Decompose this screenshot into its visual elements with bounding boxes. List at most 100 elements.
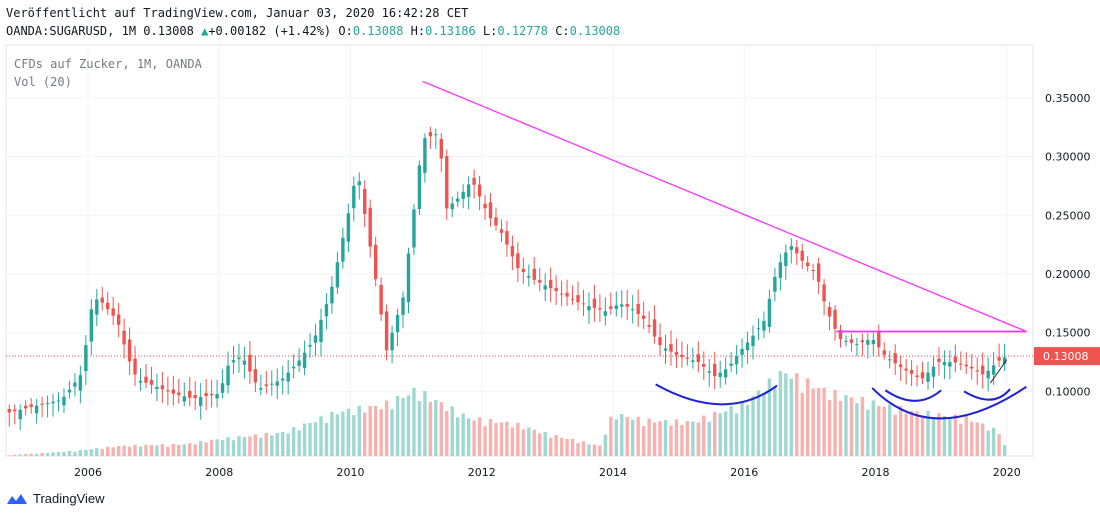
volume-bar	[264, 432, 268, 456]
candle-body	[417, 165, 422, 209]
volume-bar	[702, 415, 706, 456]
volume-bar	[751, 395, 755, 456]
candle-body	[7, 409, 11, 413]
candle-body	[729, 363, 733, 366]
candle-body	[116, 314, 121, 325]
candle-body	[948, 362, 952, 367]
brand-name: TradingView	[33, 491, 105, 506]
candle-body	[658, 337, 662, 346]
candle-body	[209, 393, 214, 396]
candle-body	[696, 354, 701, 363]
candle-body	[909, 369, 914, 374]
candle-body	[18, 409, 22, 420]
volume-bar	[281, 431, 285, 456]
support-arc	[655, 383, 778, 406]
volume-bar	[723, 411, 728, 456]
volume-bar	[138, 446, 143, 456]
volume-bar	[373, 405, 378, 456]
candle-body	[379, 284, 383, 315]
candle-body	[991, 365, 996, 375]
candle-body	[395, 315, 400, 333]
volume-bar	[1002, 445, 1007, 456]
candle-body	[29, 404, 33, 408]
candle-body	[685, 357, 690, 359]
candle-body	[488, 202, 493, 219]
candle-body	[784, 252, 788, 266]
volume-bar	[554, 435, 558, 456]
volume-bar	[155, 445, 159, 456]
volume-bar	[980, 423, 985, 456]
candle-body	[975, 370, 979, 372]
volume-bar	[357, 405, 361, 456]
footer: TradingView	[6, 491, 105, 506]
volume-bar	[559, 437, 564, 456]
grid	[6, 45, 1033, 456]
last-price: 0.13008	[143, 24, 194, 38]
candle-body	[882, 350, 886, 355]
volume-bar	[346, 408, 351, 456]
candle-body	[182, 396, 186, 402]
x-tick-label: 2018	[862, 466, 890, 479]
candle-body	[477, 184, 482, 197]
candle-body	[505, 231, 509, 245]
volume-bar	[904, 413, 908, 456]
candle-body	[428, 132, 433, 137]
candle-body	[291, 366, 296, 369]
volume-bar	[160, 444, 165, 456]
volume-bar	[767, 378, 772, 456]
candle-body	[811, 270, 815, 272]
volume-bar	[439, 402, 443, 456]
volume-bar	[127, 446, 132, 456]
candle-body	[543, 285, 547, 290]
volume-bar	[193, 444, 197, 456]
volume-bar	[34, 453, 39, 456]
candle-body	[833, 309, 837, 329]
candle-body	[412, 209, 416, 248]
candle-body	[160, 385, 165, 390]
volume-bar	[937, 413, 941, 456]
candle-body	[341, 237, 345, 262]
volume-bar	[997, 434, 1001, 456]
volume-bar	[707, 421, 711, 456]
volume-bar	[516, 422, 520, 456]
candle-body	[248, 354, 252, 372]
candle-body	[713, 363, 717, 377]
volume-bar	[543, 431, 547, 456]
candle-body	[133, 358, 137, 375]
volume-bar	[784, 373, 788, 456]
volume-bar	[740, 401, 744, 456]
candle-body	[631, 309, 635, 311]
volume-bar	[592, 444, 597, 456]
volume-bar	[144, 444, 148, 456]
volume-bar	[877, 405, 881, 456]
candle-body	[877, 332, 881, 348]
candle-body	[144, 376, 148, 383]
candle-body	[860, 340, 865, 343]
volume-bar	[756, 390, 761, 456]
candle-body	[264, 384, 268, 386]
candle-body	[56, 400, 61, 402]
volume-bar	[231, 440, 236, 456]
volume-bar	[882, 406, 886, 456]
volume-bar	[909, 410, 914, 456]
volume-bar	[18, 454, 22, 456]
candle-body	[335, 262, 340, 288]
volume-bar	[384, 400, 389, 456]
candle-body	[838, 329, 843, 339]
volume-bar	[40, 452, 44, 456]
volume-bar	[29, 453, 33, 456]
volume-bar	[237, 436, 241, 456]
volume-bar	[521, 429, 526, 456]
y-tick-label: 0.15000	[1045, 327, 1091, 340]
candle-body	[188, 390, 192, 398]
volume-bar	[363, 412, 367, 456]
volume-bar	[122, 445, 126, 456]
volume-bar	[745, 404, 750, 456]
volume-bar	[73, 451, 77, 456]
price-chart[interactable]: 0.10000 0.15000 0.20000 0.25000 0.30000 0.350…	[0, 0, 1100, 490]
volume-bar	[259, 437, 263, 456]
candle-body	[237, 357, 241, 360]
volume-bar	[631, 419, 635, 456]
candle-body	[598, 308, 602, 310]
candle-body	[609, 306, 613, 309]
